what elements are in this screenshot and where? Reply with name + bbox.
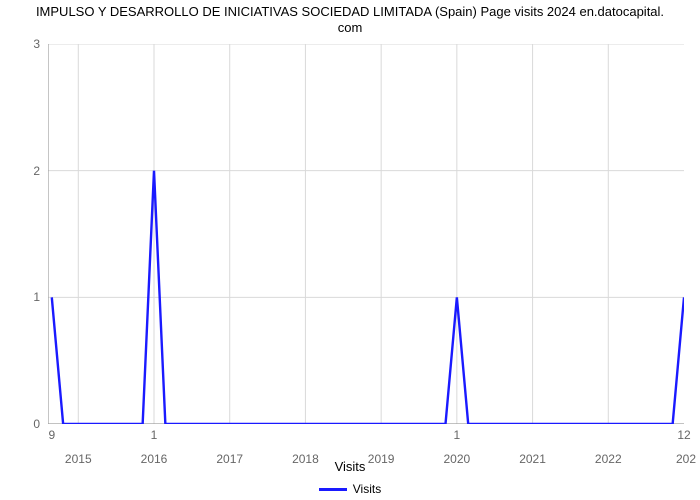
- legend-label: Visits: [353, 482, 381, 496]
- y-tick: 0: [0, 417, 40, 431]
- y-tick: 2: [0, 164, 40, 178]
- legend: Visits: [0, 482, 700, 496]
- y-tick: 3: [0, 37, 40, 51]
- legend-swatch: [319, 488, 347, 491]
- chart-container: { "chart": { "type": "line", "title_line…: [0, 0, 700, 500]
- x-axis-title: Visits: [0, 459, 700, 474]
- plot-area: [48, 44, 684, 424]
- point-label: 9: [48, 428, 55, 442]
- chart-title-line2: com: [338, 20, 363, 35]
- point-label: 1: [454, 428, 461, 442]
- point-label: 1: [151, 428, 158, 442]
- chart-title: IMPULSO Y DESARROLLO DE INICIATIVAS SOCI…: [0, 4, 700, 37]
- chart-svg: [48, 44, 684, 424]
- chart-title-line1: IMPULSO Y DESARROLLO DE INICIATIVAS SOCI…: [36, 4, 664, 19]
- y-tick: 1: [0, 290, 40, 304]
- point-label: 12: [677, 428, 690, 442]
